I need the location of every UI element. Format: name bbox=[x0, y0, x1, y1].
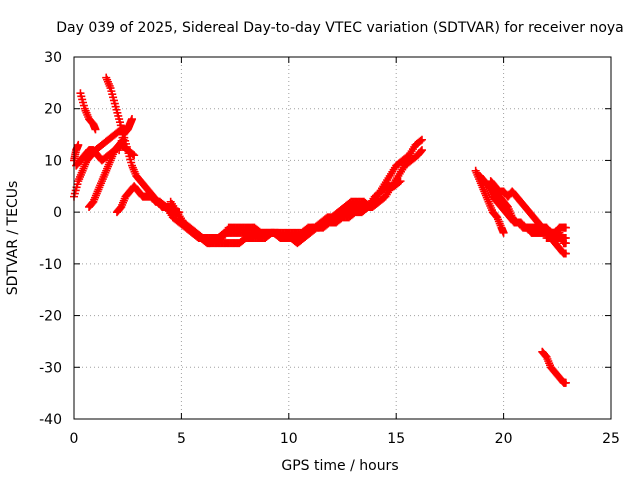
grid bbox=[74, 57, 611, 419]
data-point bbox=[416, 136, 425, 145]
data-point bbox=[395, 178, 404, 187]
series-arc-g bbox=[115, 115, 136, 155]
y-tick-label: -40 bbox=[39, 412, 62, 428]
y-tick-label: -20 bbox=[39, 309, 62, 325]
data-point bbox=[561, 223, 570, 232]
series-arc-h bbox=[112, 146, 426, 242]
x-axis-label: GPS time / hours bbox=[281, 458, 398, 474]
data-points bbox=[70, 73, 570, 387]
data-point bbox=[561, 249, 570, 258]
x-tick-label: 15 bbox=[387, 431, 405, 447]
y-tick-label: 30 bbox=[44, 50, 62, 66]
y-tick-label: -10 bbox=[39, 257, 62, 273]
data-point bbox=[561, 239, 570, 248]
data-point bbox=[561, 378, 570, 387]
series-arc-j bbox=[190, 177, 405, 248]
data-point bbox=[74, 140, 83, 149]
data-point bbox=[417, 135, 426, 144]
data-point bbox=[499, 228, 508, 237]
plot-frame bbox=[73, 56, 612, 420]
x-tick-label: 0 bbox=[70, 431, 79, 447]
series-arc-k bbox=[471, 166, 508, 237]
data-point bbox=[91, 125, 100, 134]
data-point bbox=[417, 146, 426, 155]
y-axis-label: SDTVAR / TECUs bbox=[5, 181, 21, 296]
data-point bbox=[127, 115, 136, 124]
y-tick-label: 10 bbox=[44, 153, 62, 169]
series-arc-d bbox=[76, 89, 100, 134]
axis-ticks: 0 5 10 15 20 25 30 20 10 0 -10 -20 -30 -40 bbox=[39, 50, 620, 447]
data-point bbox=[417, 147, 426, 156]
series-arc-p bbox=[538, 347, 570, 387]
series-arc-n bbox=[486, 177, 570, 237]
series-arc-o bbox=[542, 234, 570, 258]
y-tick-label: 0 bbox=[53, 205, 62, 221]
data-point bbox=[130, 151, 139, 160]
y-tick-label: 20 bbox=[44, 102, 62, 118]
y-tick-label: -30 bbox=[39, 360, 62, 376]
x-tick-label: 20 bbox=[495, 431, 513, 447]
x-tick-label: 25 bbox=[602, 431, 620, 447]
data-point bbox=[396, 177, 405, 186]
chart-title: Day 039 of 2025, Sidereal Day-to-day VTE… bbox=[56, 20, 624, 36]
x-tick-label: 10 bbox=[280, 431, 298, 447]
x-tick-label: 5 bbox=[177, 431, 186, 447]
